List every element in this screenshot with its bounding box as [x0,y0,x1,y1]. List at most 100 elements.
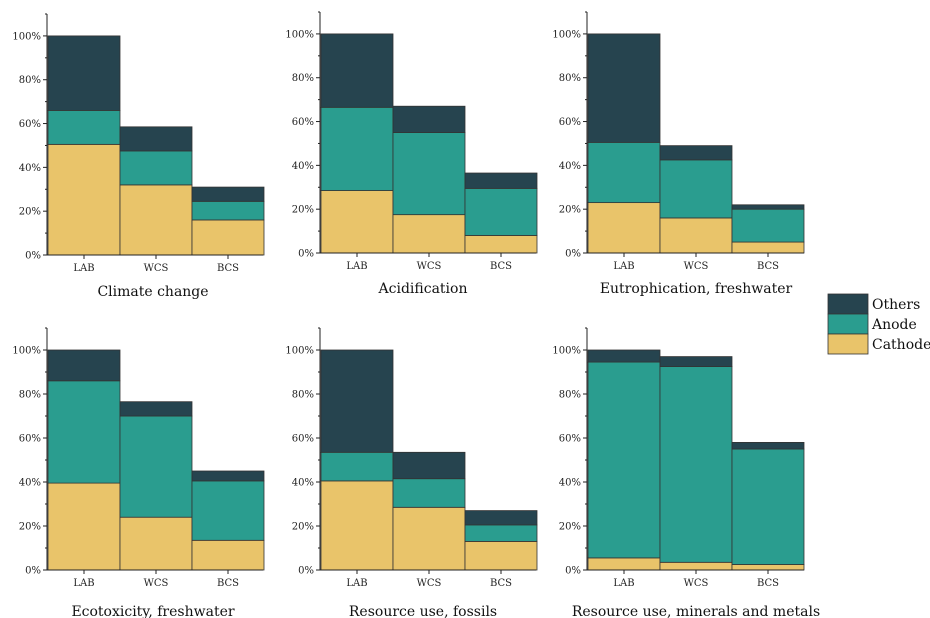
x-tick-label-bcs: BCS [490,261,512,272]
bar-cathode-wcs [119,184,193,256]
bar-cathode-wcs [119,516,193,571]
bar-cathode-wcs [392,506,466,571]
y-tick-label: 80% [19,390,41,401]
bar-anode-bcs [191,200,265,221]
bar-anode-wcs [392,478,466,508]
bar-cathode-wcs [392,214,466,254]
y-tick-label: 100% [285,29,314,40]
x-tick-label-wcs: WCS [684,578,709,589]
bar-anode-lab [47,380,121,484]
y-tick-label: 20% [19,522,41,533]
y-tick-label: 60% [292,117,314,128]
panel-5: 0% 20% 40% 60% 80% 100% LAB WCS BCS Resource use,… [285,327,538,618]
x-tick-label-bcs: BCS [217,578,239,589]
y-tick-label: 20% [559,522,581,533]
x-tick-label-lab: LAB [73,578,94,589]
bar-cathode-wcs [659,217,733,254]
y-tick-label: 60% [292,434,314,445]
y-tick-label: 0% [565,566,581,577]
bar-cathode-bcs [191,539,265,571]
bar-others-bcs [731,204,805,210]
x-tick-label-bcs: BCS [757,578,779,589]
bar-anode-bcs [191,480,265,541]
bar-others-lab [47,349,121,382]
bar-others-bcs [191,470,265,482]
bar-anode-bcs [731,448,805,565]
y-tick-label: 80% [292,390,314,401]
panel-2: 0% 20% 40% 60% 80% 100% LAB WCS BCS Acidification [285,11,538,297]
y-tick-label: 60% [19,434,41,445]
bar-others-bcs [464,510,538,526]
bar-others-wcs [392,451,466,480]
x-tick-label-bcs: BCS [217,263,239,274]
bar-cathode-lab [320,190,394,254]
bar-anode-bcs [731,208,805,243]
bar-others-lab [587,349,661,363]
bar-anode-wcs [392,132,466,216]
bar-others-wcs [659,356,733,367]
panel-title: Climate change [97,284,208,300]
legend-label-others: Others [872,297,920,313]
panel-3: 0% 20% 40% 60% 80% 100% LAB WCS BCS Eutrophicatio… [552,11,805,297]
panel-1: 0% 20% 40% 60% 80% 100% LAB WCS BCS Climate chang… [12,13,265,300]
bar-anode-wcs [119,415,193,518]
y-tick-label: 80% [559,390,581,401]
x-tick-label-wcs: WCS [144,263,169,274]
bar-cathode-bcs [731,241,805,254]
panel-6: 0% 20% 40% 60% 80% 100% LAB WCS BCS Resource use,… [552,327,820,618]
bar-cathode-lab [587,557,661,571]
bar-others-lab [47,35,121,111]
bar-others-wcs [119,126,193,152]
x-tick-label-wcs: WCS [144,578,169,589]
y-tick-label: 100% [552,346,581,357]
bar-cathode-lab [47,143,121,256]
x-tick-label-wcs: WCS [417,261,442,272]
y-tick-label: 20% [19,207,41,218]
bar-anode-wcs [659,366,733,563]
panel-title: Eutrophication, freshwater [600,281,793,297]
y-tick-label: 0% [298,249,314,260]
y-tick-label: 0% [25,566,41,577]
x-tick-label-lab: LAB [73,263,94,274]
legend-swatch-cathode [827,333,869,355]
panel-title: Resource use, fossils [349,604,497,618]
bar-cathode-bcs [731,564,805,571]
legend-swatch-others [827,293,869,315]
panel-title: Resource use, minerals and metals [572,604,820,618]
bar-anode-bcs [464,187,538,236]
bar-anode-lab [587,361,661,559]
x-tick-label-lab: LAB [613,261,634,272]
x-tick-label-bcs: BCS [757,261,779,272]
bar-others-bcs [731,441,805,450]
y-tick-label: 100% [552,29,581,40]
bar-cathode-lab [587,202,661,254]
bar-cathode-bcs [464,235,538,254]
bar-others-lab [320,33,394,108]
y-tick-label: 60% [19,119,41,130]
y-tick-label: 40% [292,161,314,172]
y-tick-label: 20% [292,522,314,533]
panel-title: Ecotoxicity, freshwater [71,604,234,618]
bar-others-lab [320,349,394,453]
y-tick-label: 100% [12,31,41,42]
y-tick-label: 0% [25,251,41,262]
x-tick-label-lab: LAB [346,261,367,272]
y-tick-label: 40% [559,161,581,172]
y-tick-label: 40% [19,163,41,174]
y-tick-label: 20% [559,205,581,216]
y-tick-label: 80% [19,75,41,86]
x-tick-label-bcs: BCS [490,578,512,589]
bar-others-wcs [392,105,466,133]
bar-anode-bcs [464,524,538,542]
bar-anode-lab [587,141,661,204]
legend-label-anode: Anode [871,317,917,333]
bar-cathode-wcs [659,561,733,571]
bar-anode-wcs [659,159,733,219]
bar-cathode-lab [320,480,394,571]
y-tick-label: 40% [19,478,41,489]
bar-others-bcs [464,172,538,189]
legend-label-cathode: Cathode [872,337,930,353]
bar-cathode-bcs [464,541,538,571]
x-tick-label-wcs: WCS [684,261,709,272]
